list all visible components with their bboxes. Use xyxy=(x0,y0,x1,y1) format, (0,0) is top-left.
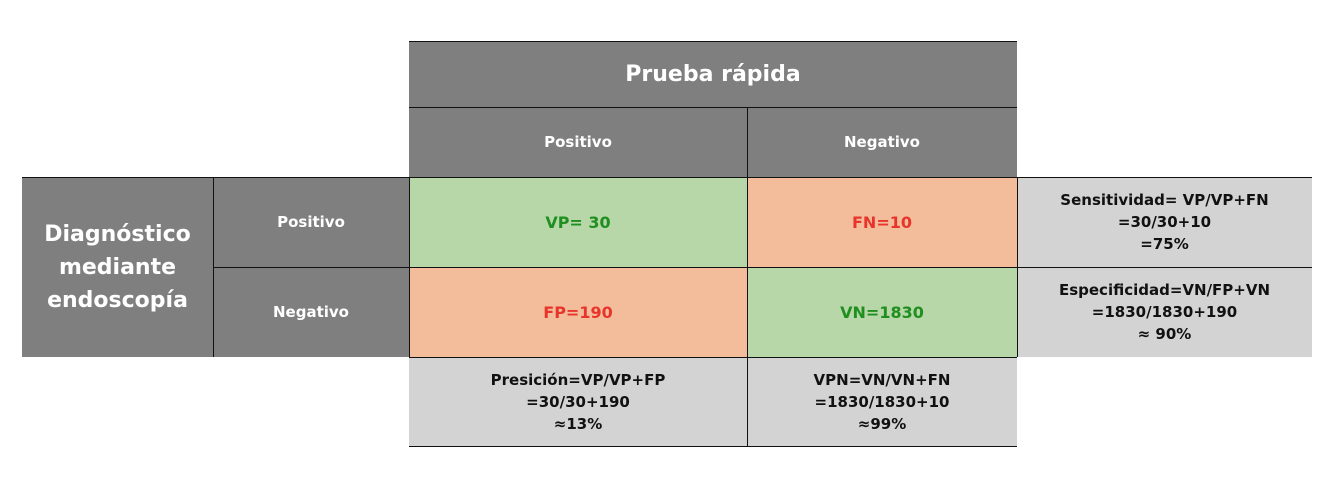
column-header-negative: Negativo xyxy=(747,107,1017,177)
grid-line xyxy=(409,357,1017,358)
npv-substitution: =1830/1830+10 xyxy=(814,393,950,411)
grid-line xyxy=(747,107,748,447)
column-header-positive: Positivo xyxy=(409,107,747,177)
precision-substitution: =30/30+190 xyxy=(526,393,630,411)
grid-line xyxy=(213,177,214,357)
row-group-label: Diagnóstico mediante endoscopía xyxy=(22,177,213,357)
grid-line xyxy=(409,41,1017,42)
specificity-result: ≈ 90% xyxy=(1137,325,1192,343)
specificity-cell: Especificidad=VN/FP+VN =1830/1830+190 ≈ … xyxy=(1017,267,1312,357)
true-positive-cell: VP= 30 xyxy=(409,177,747,267)
sensitivity-result: =75% xyxy=(1140,235,1189,253)
grid-line xyxy=(409,107,1017,108)
npv-result: ≈99% xyxy=(857,415,907,433)
true-negative-cell: VN=1830 xyxy=(747,267,1017,357)
row-header-negative: Negativo xyxy=(213,267,409,357)
precision-cell: Presición=VP/VP+FP =30/30+190 ≈13% xyxy=(409,357,747,447)
row-header-positive: Positivo xyxy=(213,177,409,267)
table-title: Prueba rápida xyxy=(409,41,1017,107)
grid-line xyxy=(409,177,410,357)
false-negative-cell: FN=10 xyxy=(747,177,1017,267)
grid-line xyxy=(1017,177,1018,357)
sensitivity-cell: Sensitividad= VP/VP+FN =30/30+10 =75% xyxy=(1017,177,1312,267)
precision-result: ≈13% xyxy=(553,415,603,433)
precision-formula: Presición=VP/VP+FP xyxy=(490,371,666,389)
grid-line xyxy=(213,267,1312,268)
specificity-formula: Especificidad=VN/FP+VN xyxy=(1058,281,1271,299)
false-positive-cell: FP=190 xyxy=(409,267,747,357)
grid-line xyxy=(409,446,1017,447)
npv-formula: VPN=VN/VN+FN xyxy=(813,371,951,389)
specificity-substitution: =1830/1830+190 xyxy=(1091,303,1238,321)
grid-line xyxy=(22,177,1312,178)
sensitivity-formula: Sensitividad= VP/VP+FN xyxy=(1060,191,1269,209)
sensitivity-substitution: =30/30+10 xyxy=(1117,213,1212,231)
npv-cell: VPN=VN/VN+FN =1830/1830+10 ≈99% xyxy=(747,357,1017,447)
